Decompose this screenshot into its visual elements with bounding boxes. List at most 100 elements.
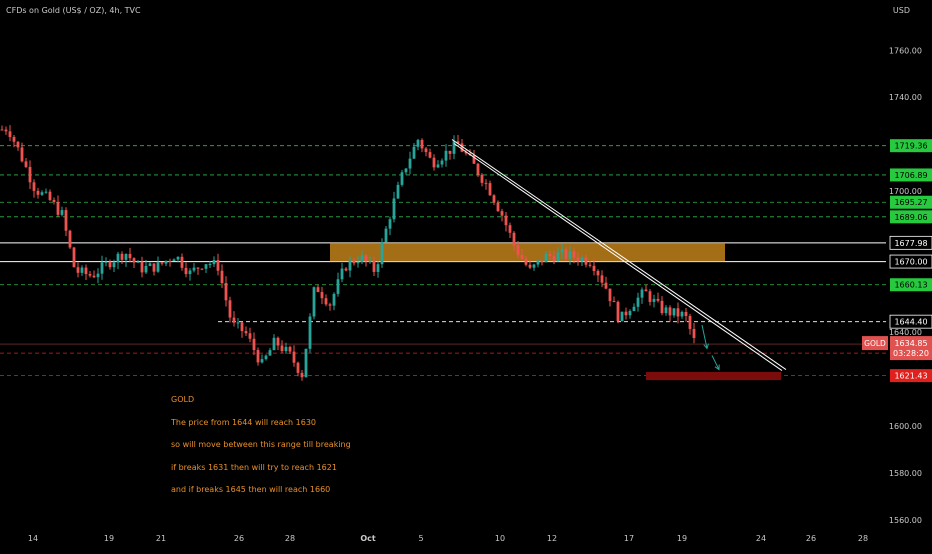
candle[interactable]	[588, 261, 592, 268]
candle[interactable]	[280, 340, 284, 354]
candle[interactable]	[300, 370, 304, 381]
candle[interactable]	[412, 142, 416, 159]
candle[interactable]	[320, 286, 324, 305]
candle[interactable]	[684, 308, 688, 322]
candle[interactable]	[680, 310, 684, 319]
candle[interactable]	[104, 257, 108, 267]
candle[interactable]	[68, 229, 72, 250]
candle[interactable]	[100, 255, 104, 280]
candle[interactable]	[644, 284, 648, 292]
price-level-label[interactable]: 1719.36	[890, 139, 932, 153]
candle[interactable]	[648, 288, 652, 306]
candle[interactable]	[192, 263, 196, 273]
candle[interactable]	[488, 180, 492, 196]
candle[interactable]	[228, 296, 232, 323]
candle[interactable]	[172, 258, 176, 262]
candle[interactable]	[584, 254, 588, 268]
candle[interactable]	[376, 261, 380, 278]
candle[interactable]	[448, 150, 452, 160]
candle[interactable]	[536, 259, 540, 268]
candle[interactable]	[108, 259, 112, 270]
candle[interactable]	[176, 256, 180, 263]
forecast-arrow[interactable]	[701, 324, 709, 350]
candle[interactable]	[548, 250, 552, 260]
candle[interactable]	[436, 160, 440, 169]
candle[interactable]	[140, 256, 144, 278]
candle[interactable]	[452, 135, 456, 160]
candle[interactable]	[492, 194, 496, 206]
candle[interactable]	[484, 179, 488, 190]
candle[interactable]	[504, 211, 508, 232]
candle[interactable]	[612, 296, 616, 303]
candle[interactable]	[388, 216, 392, 236]
candle[interactable]	[304, 348, 308, 378]
candle[interactable]	[500, 208, 504, 222]
candle[interactable]	[24, 157, 28, 169]
candle[interactable]	[324, 294, 328, 307]
candle[interactable]	[236, 317, 240, 329]
candle[interactable]	[240, 321, 244, 338]
candle[interactable]	[16, 141, 20, 151]
candle[interactable]	[156, 256, 160, 273]
candle[interactable]	[400, 169, 404, 187]
candle[interactable]	[596, 269, 600, 283]
candle[interactable]	[132, 257, 136, 268]
candle[interactable]	[56, 195, 60, 217]
candle[interactable]	[460, 139, 464, 153]
candle[interactable]	[564, 247, 568, 262]
candle[interactable]	[392, 191, 396, 223]
candle[interactable]	[120, 251, 124, 264]
candle[interactable]	[356, 255, 360, 268]
candle[interactable]	[264, 354, 268, 361]
candle[interactable]	[272, 334, 276, 351]
candle[interactable]	[632, 303, 636, 312]
candle[interactable]	[416, 138, 420, 151]
candle[interactable]	[88, 270, 92, 278]
candle[interactable]	[368, 256, 372, 264]
candle[interactable]	[456, 134, 460, 144]
candle[interactable]	[476, 162, 480, 178]
candle[interactable]	[8, 125, 12, 142]
candle[interactable]	[340, 262, 344, 283]
candle[interactable]	[208, 261, 212, 269]
trendline-parallel[interactable]	[453, 143, 783, 371]
candle[interactable]	[44, 188, 48, 194]
candle[interactable]	[28, 160, 32, 190]
candle[interactable]	[580, 255, 584, 267]
candle[interactable]	[20, 142, 24, 163]
candle[interactable]	[444, 144, 448, 167]
candle[interactable]	[116, 251, 120, 270]
target-zone[interactable]	[646, 371, 781, 381]
candle[interactable]	[556, 247, 560, 262]
candle[interactable]	[620, 311, 624, 322]
price-level-label[interactable]: 1689.06	[890, 210, 932, 224]
candle[interactable]	[284, 342, 288, 354]
candle[interactable]	[424, 146, 428, 157]
candle[interactable]	[244, 326, 248, 337]
candle[interactable]	[572, 248, 576, 264]
candle[interactable]	[148, 262, 152, 267]
candle[interactable]	[196, 267, 200, 275]
candle[interactable]	[160, 262, 164, 266]
candle[interactable]	[164, 260, 168, 267]
price-level-label[interactable]: 1621.43	[890, 369, 932, 383]
candle[interactable]	[692, 323, 696, 344]
candle[interactable]	[428, 148, 432, 159]
candle[interactable]	[336, 272, 340, 297]
candle[interactable]	[576, 252, 580, 266]
candle[interactable]	[52, 197, 56, 205]
candle[interactable]	[440, 158, 444, 168]
candle[interactable]	[80, 265, 84, 276]
candle[interactable]	[84, 264, 88, 280]
candle[interactable]	[152, 263, 156, 276]
candle[interactable]	[136, 259, 140, 263]
candle[interactable]	[124, 253, 128, 267]
candle[interactable]	[232, 311, 236, 327]
resistance-zone[interactable]	[330, 242, 725, 262]
candle[interactable]	[276, 336, 280, 351]
candle[interactable]	[344, 267, 348, 272]
candle[interactable]	[32, 179, 36, 198]
candle[interactable]	[4, 126, 8, 135]
price-level-label[interactable]: 1644.40	[889, 314, 932, 329]
